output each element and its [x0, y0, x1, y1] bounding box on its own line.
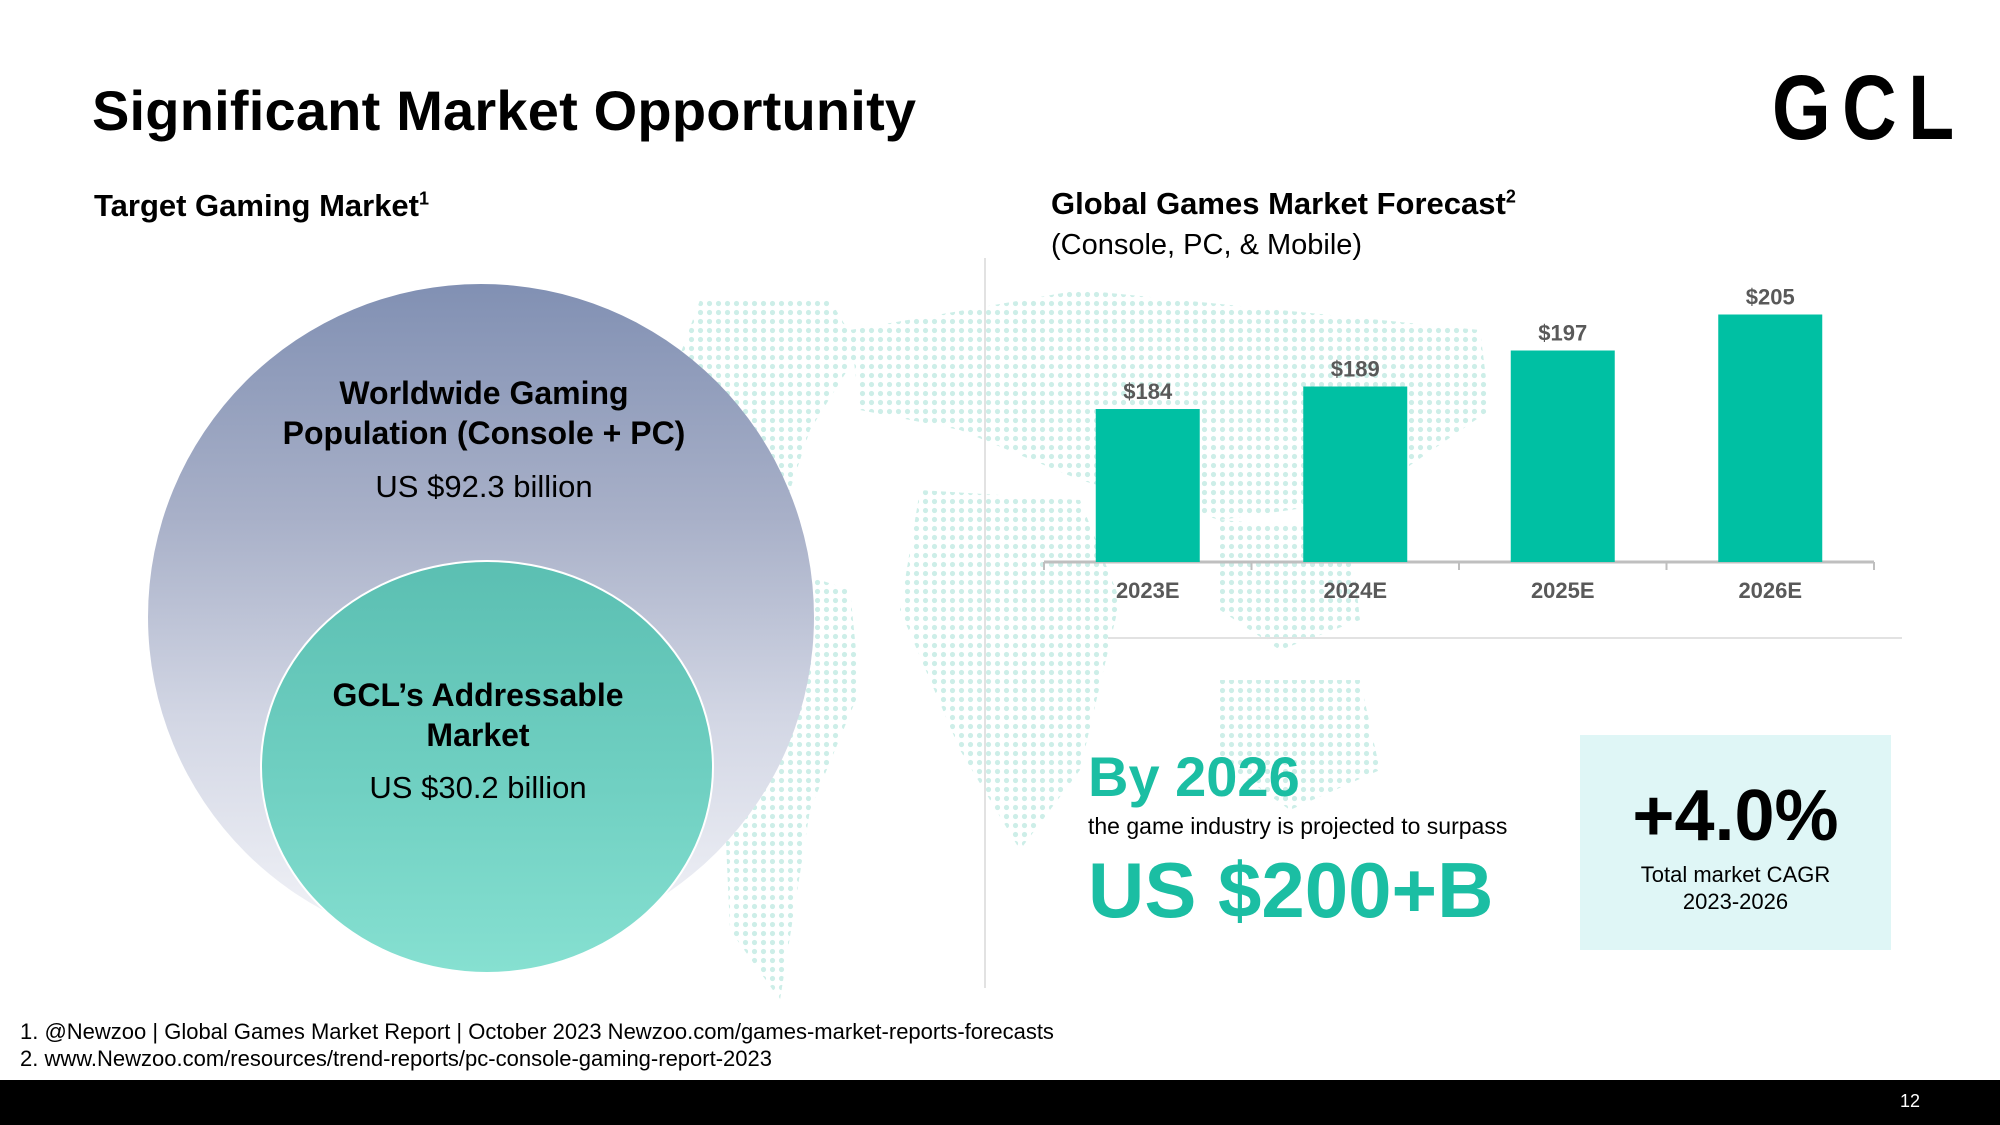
forecast-bar-chart: $184 2023E $189 2024E $197 2025E $205 2026E — [1043, 285, 1875, 603]
bar-2026E — [1718, 314, 1823, 562]
addressable-market-value: US $30.2 billion — [369, 770, 587, 805]
addressable-market-circle — [260, 560, 714, 974]
bar-2024E — [1303, 386, 1408, 562]
worldwide-population-title-line1: Worldwide Gaming — [339, 375, 629, 411]
footnote-2: 2. www.Newzoo.com/resources/trend-report… — [20, 1046, 772, 1071]
data-label-2023E: $184 — [1123, 379, 1173, 404]
addressable-market-title: GCL’s Addressable Market — [258, 675, 698, 755]
vertical-divider — [984, 258, 986, 988]
by-year-heading: By 2026 — [1088, 745, 1300, 808]
worldwide-population-title: Worldwide Gaming Population (Console + P… — [214, 373, 754, 453]
projected-amount: US $200+B — [1088, 846, 1494, 934]
page-number: 12 — [1899, 1091, 1920, 1111]
cagr-label: Total market CAGR 2023-2026 — [1580, 861, 1891, 915]
target-market-heading: Target Gaming Market1 — [94, 188, 429, 224]
cagr-label-line1: Total market CAGR — [1640, 862, 1831, 887]
tick-label-2026E: 2026E — [1738, 578, 1802, 603]
addressable-market-title-line2: Market — [426, 717, 530, 753]
data-label-2025E: $197 — [1538, 321, 1587, 346]
cagr-value: +4.0% — [1632, 776, 1839, 856]
bar-2023E — [1095, 409, 1200, 562]
cagr-label-line2: 2023-2026 — [1682, 889, 1789, 914]
addressable-market-title-line1: GCL’s Addressable — [332, 677, 624, 713]
horizontal-divider — [1108, 637, 1902, 639]
forecast-heading-text: Global Games Market Forecast — [1051, 186, 1506, 221]
footer-bar — [0, 1080, 2000, 1125]
tick-label-2024E: 2024E — [1323, 578, 1387, 603]
forecast-heading: Global Games Market Forecast2 — [1051, 186, 1516, 222]
data-label-2024E: $189 — [1331, 357, 1380, 382]
bar-2025E — [1510, 350, 1615, 562]
target-market-heading-text: Target Gaming Market — [94, 188, 420, 223]
data-label-2026E: $205 — [1746, 285, 1795, 310]
worldwide-population-value: US $92.3 billion — [375, 469, 593, 504]
tick-label-2023E: 2023E — [1116, 578, 1180, 603]
footnote-1: 1. @Newzoo | Global Games Market Report … — [20, 1019, 1054, 1044]
worldwide-population-title-line2: Population (Console + PC) — [282, 415, 686, 451]
page-title: Significant Market Opportunity — [92, 79, 917, 142]
projection-text: the game industry is projected to surpas… — [1088, 813, 1508, 839]
gcl-logo: GCL — [1772, 57, 1966, 159]
tick-label-2025E: 2025E — [1531, 578, 1595, 603]
cagr-box — [1580, 735, 1891, 950]
footnote-ref-1: 1 — [419, 188, 430, 209]
footnote-ref-2: 2 — [1505, 186, 1516, 207]
forecast-subheading: (Console, PC, & Mobile) — [1051, 229, 1363, 261]
